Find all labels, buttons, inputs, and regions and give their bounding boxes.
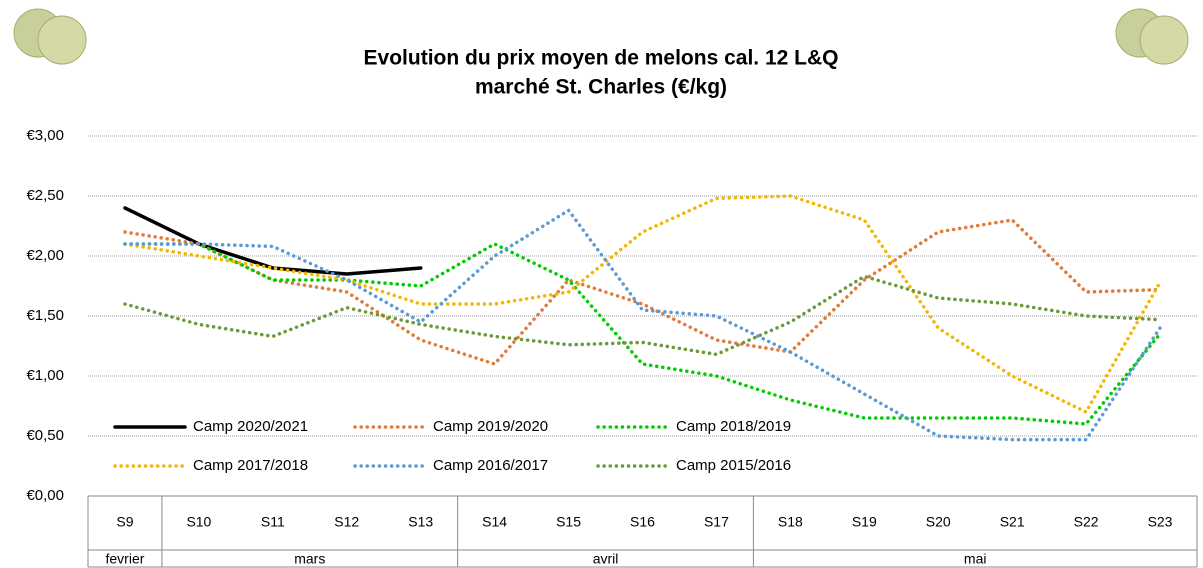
x-tick-label: S18 bbox=[778, 514, 803, 530]
x-tick-label: S11 bbox=[261, 514, 285, 530]
legend-label: Camp 2020/2021 bbox=[193, 418, 308, 435]
x-tick-label: S9 bbox=[116, 514, 133, 530]
x-tick-label: S22 bbox=[1074, 514, 1099, 530]
x-tick-label: S23 bbox=[1148, 514, 1173, 530]
month-label: mai bbox=[964, 551, 987, 567]
legend-label: Camp 2019/2020 bbox=[433, 418, 548, 435]
chart: Evolution du prix moyen de melons cal. 1… bbox=[0, 0, 1203, 568]
y-tick-label: €0,00 bbox=[26, 487, 64, 504]
legend-label: Camp 2018/2019 bbox=[676, 418, 791, 435]
melon-left bbox=[14, 9, 86, 64]
legend-label: Camp 2015/2016 bbox=[676, 457, 791, 474]
x-tick-label: S12 bbox=[334, 514, 359, 530]
month-label: mars bbox=[294, 551, 325, 567]
x-tick-label: S13 bbox=[408, 514, 433, 530]
x-tick-label: S17 bbox=[704, 514, 729, 530]
legend-label: Camp 2016/2017 bbox=[433, 457, 548, 474]
y-tick-label: €1,00 bbox=[26, 367, 64, 384]
x-tick-label: S16 bbox=[630, 514, 655, 530]
y-tick-label: €3,00 bbox=[26, 127, 64, 144]
y-tick-label: €2,50 bbox=[26, 187, 64, 204]
series-line bbox=[125, 276, 1160, 354]
x-tick-label: S10 bbox=[186, 514, 211, 530]
legend-label: Camp 2017/2018 bbox=[193, 457, 308, 474]
x-tick-label: S15 bbox=[556, 514, 581, 530]
month-label: avril bbox=[593, 551, 619, 567]
x-tick-label: S20 bbox=[926, 514, 951, 530]
chart-title: Evolution du prix moyen de melons cal. 1… bbox=[364, 47, 839, 70]
chart-title: marché St. Charles (€/kg) bbox=[475, 76, 727, 99]
series-line bbox=[125, 208, 421, 274]
y-tick-label: €1,50 bbox=[26, 307, 64, 324]
melon-right bbox=[1116, 9, 1188, 64]
y-tick-label: €2,00 bbox=[26, 247, 64, 264]
month-label: fevrier bbox=[106, 551, 145, 567]
x-tick-label: S21 bbox=[1000, 514, 1025, 530]
x-tick-label: S19 bbox=[852, 514, 877, 530]
y-tick-label: €0,50 bbox=[26, 427, 64, 444]
x-tick-label: S14 bbox=[482, 514, 507, 530]
series-line bbox=[125, 210, 1160, 439]
